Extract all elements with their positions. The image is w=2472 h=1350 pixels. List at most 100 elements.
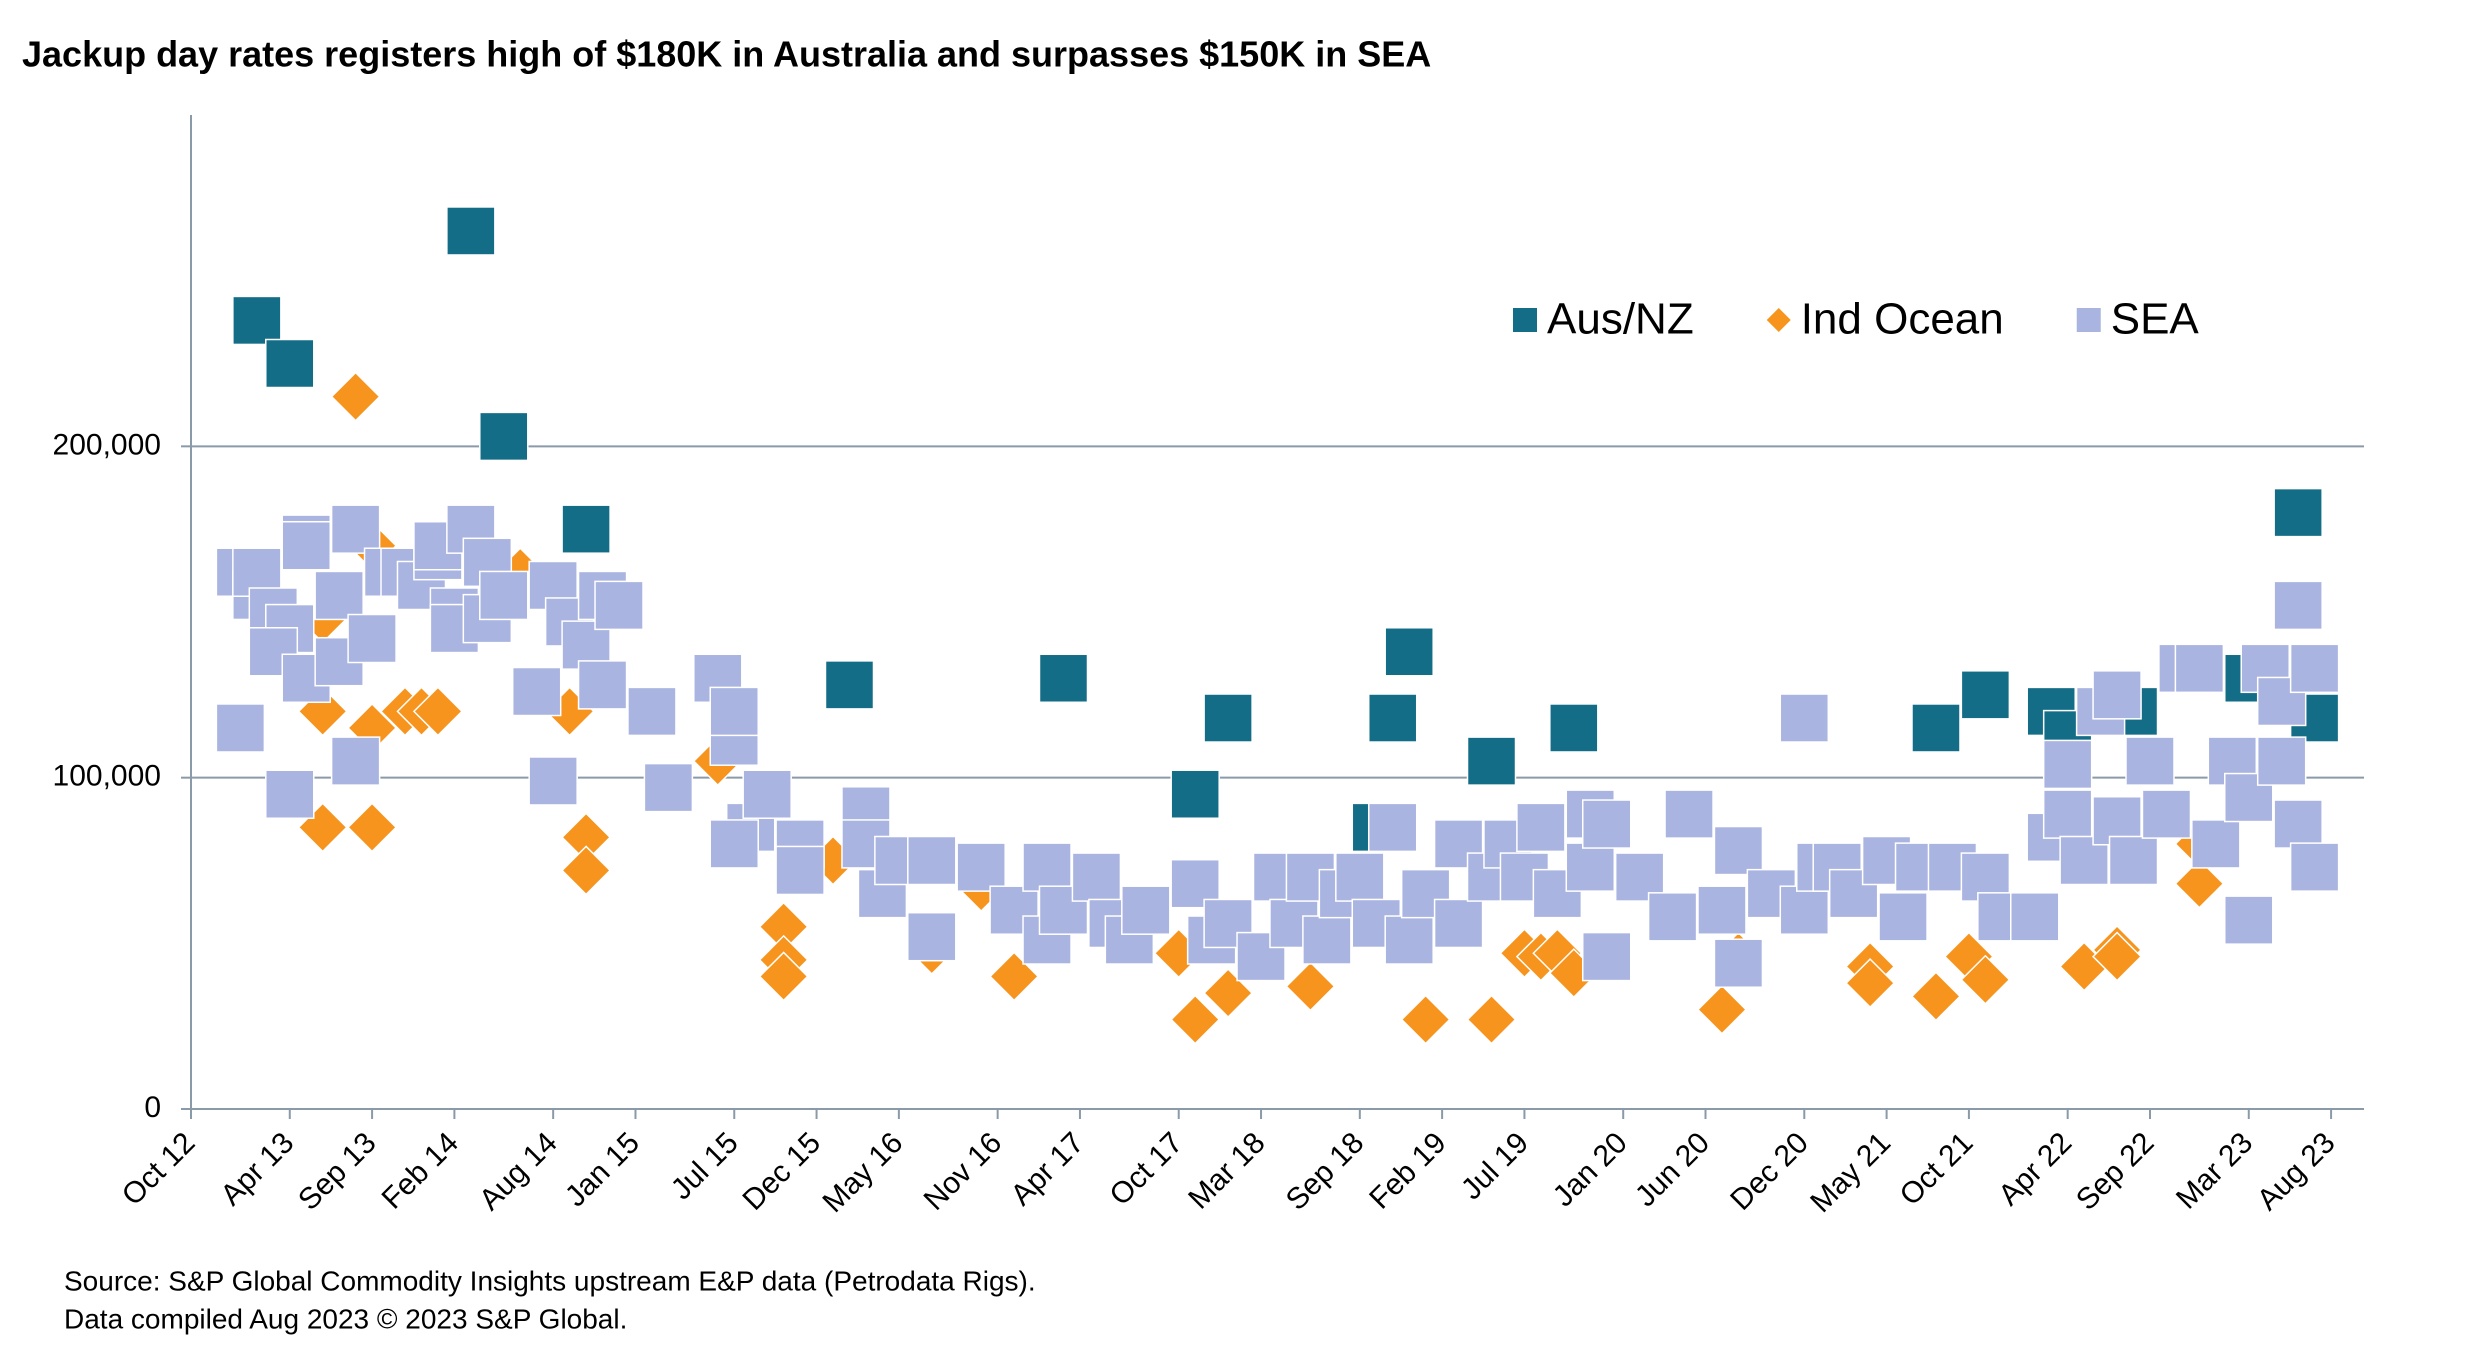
- data-point: [1170, 769, 1220, 819]
- data-point: [479, 570, 529, 621]
- data-point: [1779, 885, 1830, 935]
- x-tick-label: Nov 16: [918, 1126, 1009, 1217]
- data-point: [2273, 799, 2323, 849]
- data-point: [1779, 693, 1830, 743]
- x-tick-label: Jun 20: [1629, 1126, 1716, 1213]
- data-point: [2042, 789, 2093, 839]
- x-tick-label: Dec 20: [1724, 1126, 1815, 1217]
- data-point: [2273, 580, 2323, 631]
- source-note: Source: S&P Global Commodity Insights up…: [64, 1265, 1036, 1296]
- data-point: [1038, 653, 1089, 704]
- legend-label: Ind Ocean: [1801, 295, 2004, 344]
- legend-label: SEA: [2111, 295, 2200, 344]
- data-point: [2010, 892, 2060, 942]
- data-point: [2141, 789, 2192, 839]
- data-point: [594, 580, 644, 631]
- data-point: [330, 504, 381, 554]
- y-tick-label: 0: [144, 1091, 161, 1124]
- y-tick-label: 100,000: [53, 760, 161, 793]
- data-point: [2092, 670, 2142, 720]
- data-point: [314, 570, 364, 621]
- data-point: [956, 842, 1006, 892]
- data-point: [281, 520, 331, 571]
- data-point: [627, 686, 677, 737]
- data-point: [347, 613, 397, 664]
- x-tick-label: Jul 19: [1455, 1126, 1535, 1206]
- data-point: [1121, 885, 1171, 935]
- data-point: [1071, 852, 1122, 902]
- data-point: [2092, 931, 2143, 982]
- data-point: [1910, 971, 1962, 1022]
- data-point: [1170, 994, 1221, 1045]
- data-point: [2289, 842, 2340, 892]
- data-point: [330, 371, 381, 422]
- data-point: [775, 845, 825, 896]
- data-point: [742, 769, 792, 819]
- x-tick-label: Aug 14: [473, 1126, 564, 1217]
- data-point: [1203, 693, 1253, 743]
- x-tick-label: Sep 13: [292, 1126, 383, 1217]
- data-point: [479, 411, 529, 462]
- data-point: [215, 703, 266, 753]
- data-point: [265, 338, 315, 389]
- data-point: [907, 835, 957, 886]
- data-point: [1647, 892, 1698, 942]
- x-tick-label: Mar 23: [2170, 1126, 2259, 1215]
- data-point: [528, 756, 578, 806]
- data-point: [1960, 670, 2011, 720]
- x-tick-label: Sep 18: [1280, 1126, 1371, 1217]
- data-point: [1384, 627, 1434, 677]
- legend-marker: [1766, 308, 1791, 332]
- data-point: [1302, 915, 1352, 965]
- data-point: [1285, 961, 1336, 1012]
- data-point: [446, 206, 496, 256]
- x-tick-label: Apr 13: [214, 1126, 300, 1212]
- data-point: [643, 762, 694, 813]
- data-point: [1581, 799, 1632, 849]
- data-point: [2273, 487, 2323, 538]
- data-point: [1713, 938, 1764, 988]
- data-point: [1516, 802, 1566, 853]
- data-point: [1565, 842, 1616, 892]
- x-tick-label: Jul 15: [665, 1126, 745, 1206]
- data-point: [824, 660, 875, 710]
- data-point: [1911, 703, 1961, 753]
- x-tick-label: Apr 17: [1005, 1126, 1091, 1212]
- compiled-note: Data compiled Aug 2023 © 2023 S&P Global…: [64, 1303, 627, 1334]
- x-tick-label: Jan 15: [559, 1126, 646, 1213]
- x-tick-label: Apr 22: [1992, 1126, 2078, 1212]
- data-point: [1466, 994, 1517, 1045]
- data-point: [2224, 895, 2274, 945]
- data-point: [1367, 693, 1418, 743]
- series-0: [232, 206, 2340, 853]
- data-point: [232, 295, 282, 346]
- data-point: [1713, 825, 1764, 876]
- data-point: [2289, 643, 2340, 694]
- x-tick-label: Jan 20: [1547, 1126, 1634, 1213]
- data-point: [2042, 739, 2093, 790]
- data-point: [1384, 915, 1434, 965]
- data-point: [1696, 984, 1748, 1035]
- data-point: [989, 951, 1040, 1002]
- x-tick-label: May 16: [817, 1126, 910, 1219]
- data-point: [2256, 736, 2307, 786]
- data-point: [561, 504, 611, 554]
- x-tick-label: Dec 15: [737, 1126, 828, 1217]
- x-tick-label: Aug 23: [2251, 1126, 2342, 1217]
- data-point: [709, 686, 759, 737]
- legend-label: Aus/NZ: [1547, 295, 1694, 344]
- data-point: [1335, 852, 1385, 902]
- data-point: [1400, 994, 1451, 1045]
- x-tick-label: Oct 12: [116, 1126, 202, 1212]
- legend-marker: [2076, 308, 2101, 332]
- data-point: [1367, 802, 1418, 853]
- x-tick-label: Oct 17: [1103, 1126, 1189, 1212]
- data-point: [1960, 954, 2011, 1005]
- data-point: [2174, 858, 2225, 909]
- data-point: [1878, 892, 1928, 942]
- legend: Aus/NZ Ind Ocean SEA: [1513, 295, 2199, 344]
- data-point: [709, 819, 759, 869]
- data-point: [1549, 703, 1599, 753]
